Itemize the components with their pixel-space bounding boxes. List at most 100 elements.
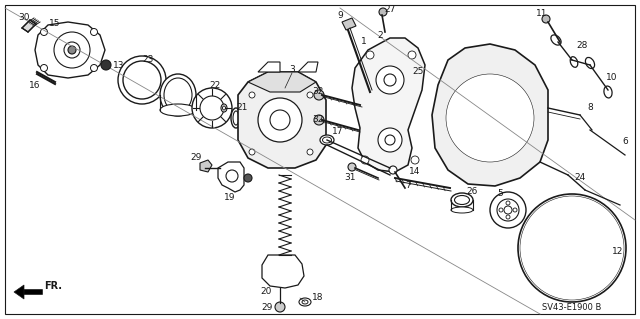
Polygon shape <box>218 162 244 192</box>
Circle shape <box>550 226 594 270</box>
Ellipse shape <box>302 300 308 304</box>
Circle shape <box>275 302 285 312</box>
Text: 20: 20 <box>260 287 272 296</box>
Circle shape <box>576 211 588 224</box>
Circle shape <box>411 156 419 164</box>
Circle shape <box>384 74 396 86</box>
Ellipse shape <box>454 196 470 204</box>
Polygon shape <box>258 62 280 72</box>
Text: 1: 1 <box>361 38 367 47</box>
Text: 3: 3 <box>289 65 295 75</box>
Circle shape <box>576 272 588 285</box>
Text: 6: 6 <box>622 137 628 146</box>
Circle shape <box>101 60 111 70</box>
Circle shape <box>249 92 255 98</box>
Ellipse shape <box>323 137 332 143</box>
Ellipse shape <box>586 57 595 69</box>
Circle shape <box>490 192 526 228</box>
Polygon shape <box>238 72 326 168</box>
Text: 12: 12 <box>612 248 624 256</box>
Text: 17: 17 <box>332 128 344 137</box>
Polygon shape <box>22 20 36 32</box>
Ellipse shape <box>551 35 561 45</box>
Circle shape <box>526 202 618 294</box>
Circle shape <box>389 166 397 174</box>
Circle shape <box>486 143 493 150</box>
Circle shape <box>520 196 624 300</box>
Ellipse shape <box>451 193 473 207</box>
Ellipse shape <box>604 86 612 98</box>
Ellipse shape <box>223 106 225 110</box>
Circle shape <box>258 98 302 142</box>
Circle shape <box>446 74 534 162</box>
Circle shape <box>408 51 416 59</box>
Text: 9: 9 <box>337 11 343 19</box>
Circle shape <box>506 215 510 219</box>
Polygon shape <box>14 285 24 299</box>
Circle shape <box>348 163 356 171</box>
Circle shape <box>90 28 97 35</box>
Circle shape <box>598 242 610 254</box>
Circle shape <box>540 223 552 235</box>
Text: 2: 2 <box>377 31 383 40</box>
Text: 24: 24 <box>574 174 586 182</box>
Text: 27: 27 <box>384 5 396 14</box>
Circle shape <box>497 199 519 221</box>
Circle shape <box>378 128 402 152</box>
Text: 31: 31 <box>344 173 356 182</box>
Circle shape <box>458 115 465 122</box>
Circle shape <box>366 51 374 59</box>
Text: 29: 29 <box>261 302 273 311</box>
Circle shape <box>452 80 528 156</box>
Circle shape <box>499 208 503 212</box>
Polygon shape <box>432 44 548 186</box>
Circle shape <box>518 194 626 302</box>
Ellipse shape <box>123 61 161 99</box>
Circle shape <box>542 15 550 23</box>
Circle shape <box>450 78 530 158</box>
Polygon shape <box>248 72 316 92</box>
Circle shape <box>226 170 238 182</box>
Circle shape <box>385 135 395 145</box>
Text: 19: 19 <box>224 194 236 203</box>
Polygon shape <box>200 160 212 172</box>
Text: 10: 10 <box>606 73 618 83</box>
Text: FR.: FR. <box>44 281 62 291</box>
Text: 23: 23 <box>142 56 154 64</box>
Circle shape <box>54 32 90 68</box>
Polygon shape <box>262 255 304 288</box>
Polygon shape <box>342 18 356 30</box>
Circle shape <box>40 64 47 71</box>
Ellipse shape <box>118 56 166 104</box>
Circle shape <box>192 88 232 128</box>
Text: 16: 16 <box>29 80 41 90</box>
Circle shape <box>455 83 525 153</box>
Ellipse shape <box>221 104 227 112</box>
Circle shape <box>470 98 510 138</box>
Circle shape <box>68 46 76 54</box>
Polygon shape <box>352 38 425 172</box>
Text: 5: 5 <box>497 189 503 198</box>
Text: 7: 7 <box>405 181 411 189</box>
Text: 28: 28 <box>576 41 588 49</box>
Text: 32: 32 <box>312 115 324 124</box>
Ellipse shape <box>233 111 239 125</box>
Text: 26: 26 <box>467 188 477 197</box>
Ellipse shape <box>160 74 196 116</box>
Ellipse shape <box>164 78 192 112</box>
Text: 25: 25 <box>412 68 424 77</box>
Circle shape <box>515 115 522 122</box>
Text: 22: 22 <box>209 81 221 91</box>
Circle shape <box>244 174 252 182</box>
Circle shape <box>504 206 512 214</box>
Polygon shape <box>298 62 318 72</box>
Circle shape <box>454 82 526 154</box>
Ellipse shape <box>451 207 473 213</box>
Circle shape <box>314 115 324 125</box>
Ellipse shape <box>570 57 578 67</box>
Circle shape <box>270 110 290 130</box>
Circle shape <box>562 238 582 258</box>
Circle shape <box>307 149 313 155</box>
Text: 15: 15 <box>49 19 61 27</box>
Text: 32: 32 <box>312 87 324 97</box>
